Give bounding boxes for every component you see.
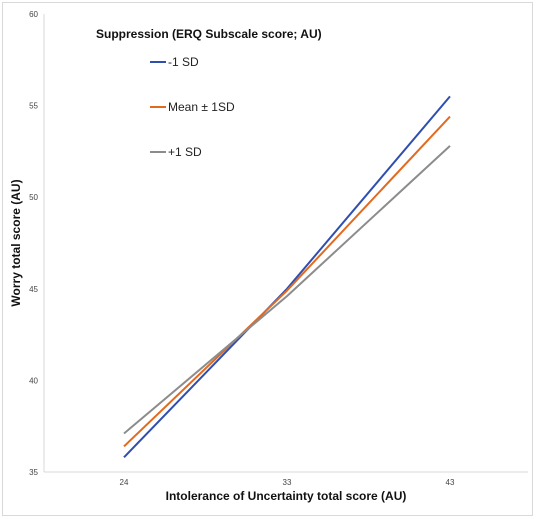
- x-tick-label: 33: [283, 478, 292, 487]
- legend: Suppression (ERQ Subscale score; AU) -1 …: [96, 27, 322, 159]
- legend-label: -1 SD: [168, 55, 199, 69]
- y-tick-label: 35: [29, 468, 38, 477]
- x-tick-label: 43: [446, 478, 455, 487]
- x-tick-labels: 24 33 43: [120, 478, 455, 487]
- y-tick-label: 40: [29, 376, 38, 385]
- y-tick-label: 45: [29, 285, 38, 294]
- series-line-1: [123, 95, 451, 458]
- x-axis-title: Intolerance of Uncertainty total score (…: [166, 489, 407, 503]
- y-tick-labels: 35 40 45 50 55 60: [29, 10, 38, 477]
- series-line-2: [123, 115, 451, 448]
- y-axis-title: Worry total score (AU): [9, 179, 23, 306]
- legend-label: +1 SD: [168, 145, 202, 159]
- legend-title: Suppression (ERQ Subscale score; AU): [96, 27, 322, 41]
- y-tick-label: 50: [29, 193, 38, 202]
- y-tick-label: 60: [29, 10, 38, 19]
- y-tick-label: 55: [29, 102, 38, 111]
- x-tick-label: 24: [120, 478, 129, 487]
- legend-label: Mean ± 1SD: [168, 100, 235, 114]
- series-line-3: [123, 145, 451, 435]
- series-lines: [123, 95, 451, 458]
- axes: [43, 14, 528, 473]
